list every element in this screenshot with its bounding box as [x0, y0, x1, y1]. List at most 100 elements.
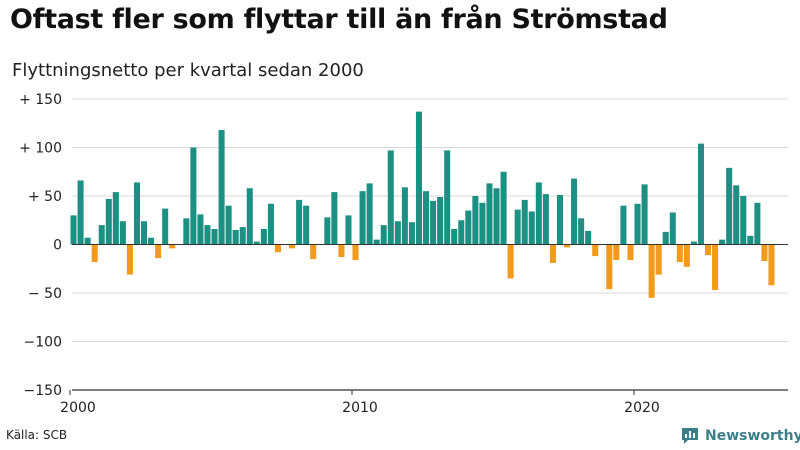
bar [507, 244, 514, 279]
bar [465, 210, 472, 245]
bar [373, 239, 380, 245]
bar [408, 222, 415, 245]
bar [712, 244, 719, 291]
bar [592, 244, 599, 257]
bar [345, 215, 352, 245]
bar [366, 183, 373, 245]
bar [197, 214, 204, 245]
bar [627, 244, 634, 261]
bar [126, 244, 133, 275]
bar [155, 244, 162, 259]
source-note: Källa: SCB [6, 428, 68, 442]
brand-name: Newsworthy [705, 428, 800, 444]
bar [648, 244, 655, 298]
bar [253, 241, 260, 245]
bar [676, 244, 683, 262]
bar [204, 225, 211, 245]
bar [239, 227, 246, 245]
bar [98, 225, 105, 245]
bar [697, 143, 704, 245]
bar [486, 183, 493, 245]
y-tick-label: 0 [53, 238, 62, 254]
bar [733, 185, 740, 245]
bar [549, 244, 556, 263]
bar [274, 244, 281, 253]
bar [394, 221, 401, 245]
bar [634, 203, 641, 245]
bar [556, 195, 563, 245]
bar [303, 205, 310, 245]
bar [571, 178, 578, 245]
bar [162, 208, 169, 245]
bar [655, 244, 662, 275]
bar [246, 188, 253, 245]
bar [690, 241, 697, 245]
brand-logo: Newsworthy [680, 426, 800, 446]
bar [232, 229, 239, 245]
bar [683, 244, 690, 267]
bar [564, 244, 571, 248]
bar [662, 231, 669, 245]
bar [430, 200, 437, 245]
bar [669, 212, 676, 245]
bar [458, 220, 465, 245]
bar [493, 188, 500, 245]
bar [331, 192, 338, 245]
bar [423, 191, 430, 245]
y-tick-label: + 100 [19, 141, 62, 157]
bar [105, 198, 112, 245]
bar [542, 194, 549, 245]
bar [380, 225, 387, 245]
x-tick-label: 2000 [60, 400, 96, 416]
chart-title: Oftast fler som flyttar till än från Str… [10, 4, 668, 35]
bar [620, 205, 627, 245]
bar [289, 244, 296, 249]
bar [91, 244, 98, 262]
x-tick-label: 2020 [624, 400, 660, 416]
bar [444, 150, 451, 245]
bar [77, 180, 84, 245]
bar [352, 244, 359, 261]
bar [705, 244, 712, 256]
x-tick-label: 2010 [342, 400, 378, 416]
bar [141, 221, 148, 245]
bar [260, 228, 267, 245]
bar [267, 203, 274, 245]
bar [387, 150, 394, 245]
y-tick-label: −100 [24, 335, 62, 351]
bar [359, 191, 366, 245]
bar [169, 244, 176, 249]
bar [521, 199, 528, 245]
bar [119, 221, 126, 245]
y-tick-label: + 150 [19, 92, 62, 108]
bar [606, 244, 613, 290]
bar [641, 184, 648, 245]
bar [190, 147, 197, 245]
bar [401, 187, 408, 245]
bar [148, 237, 155, 245]
bar [472, 196, 479, 245]
bar [747, 235, 754, 245]
bar [70, 215, 77, 245]
bar [585, 230, 592, 245]
bar [479, 202, 486, 245]
bar [415, 111, 422, 245]
bar [133, 182, 140, 245]
bar [719, 239, 726, 245]
bar [310, 244, 317, 260]
bar [112, 192, 119, 245]
bar [211, 228, 218, 245]
y-tick-label: −150 [24, 383, 62, 399]
bar [84, 237, 91, 245]
bar [451, 228, 458, 245]
bar [768, 244, 775, 286]
bar [225, 205, 232, 245]
bar [338, 244, 345, 258]
bar [183, 218, 190, 245]
bar [613, 244, 620, 261]
bar [726, 167, 733, 245]
bar [324, 217, 331, 245]
y-tick-label: + 50 [28, 189, 62, 205]
